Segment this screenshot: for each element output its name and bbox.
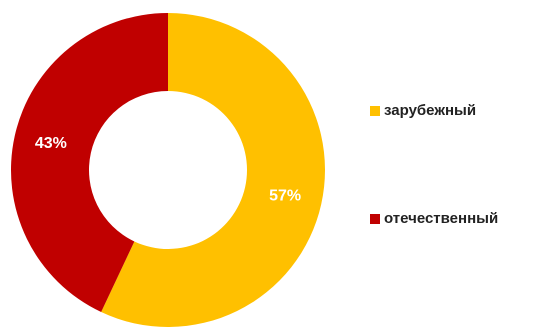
donut-slice-domestic: [10, 13, 169, 313]
slice-label-domestic: 43%: [35, 135, 67, 152]
legend-item-foreign: зарубежный: [370, 102, 476, 119]
legend: зарубежный отечественный: [370, 0, 536, 327]
slice-label-foreign: 57%: [269, 187, 301, 204]
legend-swatch-foreign: [370, 105, 380, 116]
legend-item-domestic: отечественный: [370, 210, 498, 227]
legend-label-foreign: зарубежный: [384, 102, 477, 119]
donut-slice-foreign: [101, 13, 325, 327]
legend-swatch-domestic: [370, 213, 380, 224]
legend-label-domestic: отечественный: [384, 210, 499, 227]
